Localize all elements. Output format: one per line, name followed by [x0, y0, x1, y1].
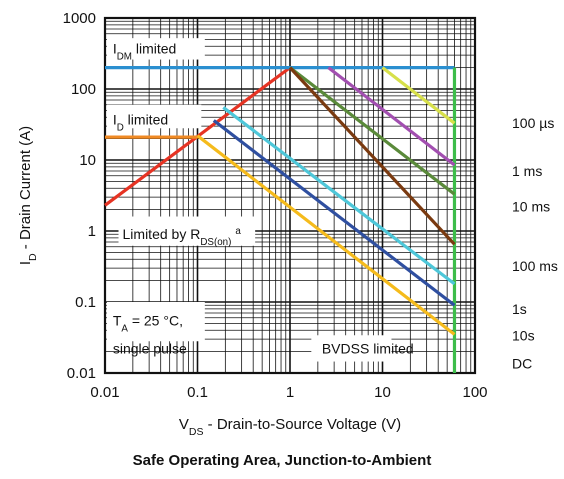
series-label: 100 ms [512, 258, 558, 274]
series-label: 1 ms [512, 163, 542, 179]
safe-operating-area-chart: 0.01 0.1 1 10 100 0.01 0.1 1 10 100 1000 IDM limite… [17, 10, 558, 438]
label-background-ta [106, 302, 205, 342]
y-tick-label: 1 [88, 223, 96, 240]
y-tick-label: 1000 [63, 10, 96, 27]
y-tick-label: 10 [79, 152, 96, 169]
series-line [196, 134, 456, 336]
annotation-sp: single pulse [113, 341, 187, 357]
annotation-rds: Limited by RDS(on)a [123, 226, 242, 248]
series-label: DC [512, 356, 532, 372]
y-tick-label: 0.1 [75, 294, 96, 311]
label-background-idm [106, 38, 205, 60]
x-tick-label: 0.1 [187, 384, 208, 401]
annotation-bv: BVDSS limited [322, 341, 414, 357]
series-line [212, 119, 456, 307]
plot-frame [103, 16, 477, 375]
label-background-id [106, 104, 202, 129]
x-tick-label: 1 [286, 384, 294, 401]
label-background-bv [311, 335, 392, 362]
annotation-ta: TA = 25 °C, [113, 312, 183, 334]
annotation-idm: IDM limited [113, 41, 177, 63]
series-label: 100 µs [512, 115, 554, 131]
series-label: 10s [512, 327, 535, 343]
y-axis-title: ID - Drain Current (A) [17, 126, 39, 265]
chart-caption: Safe Operating Area, Junction-to-Ambient [132, 452, 432, 469]
x-tick-label: 10 [374, 384, 391, 401]
series-line [381, 66, 456, 125]
series-line [327, 66, 456, 167]
x-axis-title: VDS - Drain-to-Source Voltage (V) [179, 416, 401, 438]
series-label: 1s [512, 301, 527, 317]
series-line [222, 106, 456, 286]
series-label: 10 ms [512, 199, 550, 215]
series-line [289, 66, 456, 196]
annotation-id: ID limited [113, 112, 168, 134]
x-tick-label: 100 [462, 384, 487, 401]
y-tick-label: 0.01 [67, 365, 96, 382]
y-tick-label: 100 [71, 81, 96, 98]
x-tick-label: 0.01 [90, 384, 119, 401]
series-line [288, 66, 456, 246]
label-background-rds [118, 216, 256, 246]
